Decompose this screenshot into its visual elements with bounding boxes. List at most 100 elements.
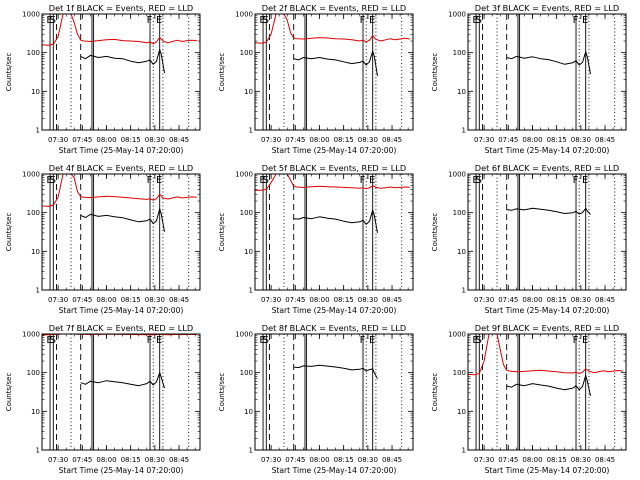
x-tick-label: 08:45 [382,136,402,144]
x-tick-label: 07:30 [261,296,281,304]
y-tick-label: 10 [244,88,253,96]
event-marker-label: F [147,15,153,26]
series-line-lld [42,174,197,207]
x-tick-label: 08:00 [522,296,542,304]
x-tick-label: 08:30 [571,296,591,304]
plot-frame [41,333,201,451]
chart-panel-8: Det 8f BLACK = Events, RED = LLD Counts/s… [218,323,414,475]
y-axis-label: Counts/sec [218,53,226,92]
y-axis-label: Counts/sec [431,213,439,252]
event-marker-label: S [476,175,482,186]
y-tick-label: 10 [457,88,466,96]
x-tick-label: 08:00 [309,136,329,144]
y-tick-label: 1000 [448,171,466,179]
y-tick-label: 1000 [448,11,466,19]
x-tick-label: 08:45 [169,456,189,464]
event-marker-label: E [472,15,478,26]
event-marker-label: F [360,15,366,26]
x-tick-label: 08:45 [595,296,615,304]
x-tick-label: 08:00 [309,456,329,464]
series-line-events [293,364,378,379]
x-tick-label: 08:15 [334,296,354,304]
series-line-lld [255,14,410,44]
x-tick-label: 08:45 [595,456,615,464]
panel-title: Det 8f BLACK = Events, RED = LLD [262,323,406,333]
y-tick-label: 100 [240,49,253,57]
chart-panel-9: Det 9f BLACK = Events, RED = LLD Counts/s… [431,323,627,475]
panel-title: Det 4f BLACK = Events, RED = LLD [49,163,193,173]
x-axis-label: Start Time (25-May-14 07:20:00) [59,306,184,315]
x-tick-label: 08:15 [121,296,141,304]
y-tick-label: 10 [31,408,40,416]
x-axis-label: Start Time (25-May-14 07:20:00) [485,146,610,155]
x-tick-label: 08:30 [358,456,378,464]
x-tick-label: 08:30 [571,456,591,464]
x-tick-label: 07:30 [48,136,68,144]
x-tick-label: 08:15 [121,456,141,464]
x-tick-label: 08:00 [96,136,116,144]
x-axis-label: Start Time (25-May-14 07:20:00) [272,306,397,315]
chart-panel-6: Det 6f BLACK = Events, RED = LLD Counts/s… [431,163,627,315]
plot-frame [41,13,201,131]
x-tick-label: 07:30 [261,136,281,144]
x-tick-label: 08:00 [522,136,542,144]
chart-panel-2: Det 2f BLACK = Events, RED = LLD Counts/s… [218,3,414,155]
x-tick-label: 08:45 [382,456,402,464]
series-line-events [293,209,378,233]
event-marker-label: E [156,335,162,346]
y-tick-label: 1 [249,127,253,135]
event-marker-label: E [472,175,478,186]
event-marker-label: E [46,335,52,346]
y-tick-label: 1 [462,447,466,455]
event-marker-label: E [582,335,588,346]
y-axis-label: Counts/sec [218,373,226,412]
event-marker-label: F [573,175,579,186]
event-marker-label: S [476,15,482,26]
event-marker-label: F [360,175,366,186]
y-tick-label: 1000 [235,171,253,179]
y-tick-label: 1 [462,287,466,295]
plot-frame [467,173,627,291]
y-tick-label: 10 [244,408,253,416]
y-axis-label: Counts/sec [218,213,226,252]
plot-frame [254,333,414,451]
x-tick-label: 07:45 [285,296,305,304]
y-tick-label: 100 [240,209,253,217]
x-tick-label: 07:45 [498,136,518,144]
y-axis-label: Counts/sec [5,53,13,92]
plot-frame [254,13,414,131]
x-tick-label: 08:30 [358,136,378,144]
event-marker-label: E [369,335,375,346]
y-tick-label: 100 [27,49,40,57]
series-line-events [506,374,591,397]
x-tick-label: 07:30 [474,296,494,304]
y-tick-label: 1000 [235,331,253,339]
y-tick-label: 10 [244,248,253,256]
chart-panel-7: Det 7f BLACK = Events, RED = LLD Counts/s… [5,323,201,475]
y-tick-label: 100 [27,369,40,377]
y-tick-label: 1 [36,287,40,295]
event-marker-label: E [369,175,375,186]
x-tick-label: 07:45 [285,456,305,464]
y-tick-label: 100 [27,209,40,217]
x-tick-label: 07:30 [48,296,68,304]
x-tick-label: 07:30 [474,456,494,464]
y-tick-label: 100 [240,369,253,377]
y-tick-label: 1 [462,127,466,135]
panel-title: Det 9f BLACK = Events, RED = LLD [475,323,619,333]
y-tick-label: 1000 [22,331,40,339]
series-line-events [506,51,591,75]
y-tick-label: 1000 [448,331,466,339]
x-tick-label: 07:30 [48,456,68,464]
event-marker-label: S [50,335,56,346]
plot-frame [41,173,201,291]
event-marker-label: S [50,15,56,26]
y-axis-label: Counts/sec [431,373,439,412]
event-marker-label: S [263,335,269,346]
panel-title: Det 2f BLACK = Events, RED = LLD [262,3,406,13]
x-tick-label: 07:30 [474,136,494,144]
x-tick-label: 08:45 [595,136,615,144]
x-tick-label: 07:45 [498,456,518,464]
series-line-lld [255,174,410,191]
x-axis-label: Start Time (25-May-14 07:20:00) [59,466,184,475]
